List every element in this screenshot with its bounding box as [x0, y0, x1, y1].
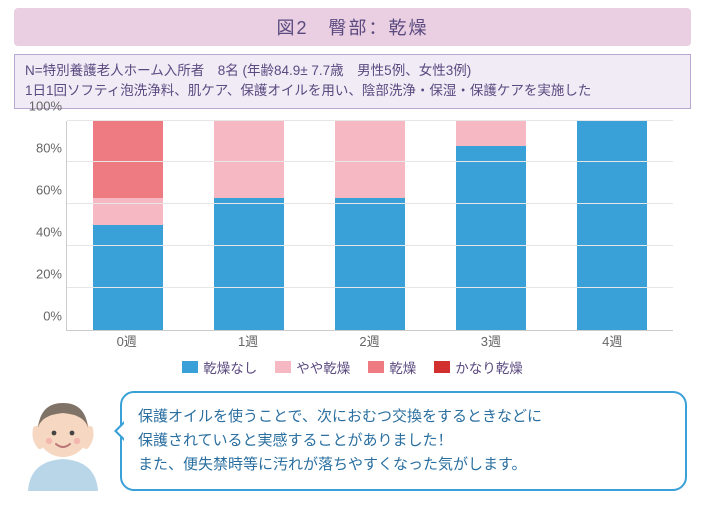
- y-tick-label: 0%: [43, 308, 62, 323]
- legend-item: やや乾燥: [275, 357, 350, 377]
- bar-segment: [577, 121, 647, 330]
- x-tick-label: 1週: [213, 331, 283, 351]
- x-axis: 0週 1週 2週 3週 4週: [66, 331, 673, 351]
- legend-label: 乾燥なし: [203, 357, 257, 377]
- y-axis: 0%20%40%60%80%100%: [18, 121, 62, 331]
- comment-line: また、便失禁時等に汚れが落ちやすくなった気がします。: [138, 453, 669, 477]
- grid-line: [67, 203, 673, 204]
- legend-swatch: [434, 361, 450, 373]
- bar-column: [335, 121, 405, 330]
- grid-line: [67, 245, 673, 246]
- comment-line: 保護されていると実感することがありました！: [138, 429, 669, 453]
- description-line: N=特別養護老人ホーム入所者 8名 (年齢84.9± 7.7歳 男性5例、女性3…: [25, 61, 680, 81]
- grid-line: [67, 120, 673, 121]
- bars-container: [67, 121, 673, 330]
- person-avatar-icon: [18, 391, 108, 491]
- legend-label: かなり乾燥: [455, 357, 523, 377]
- legend-swatch: [368, 361, 384, 373]
- description-box: N=特別養護老人ホーム入所者 8名 (年齢84.9± 7.7歳 男性5例、女性3…: [14, 54, 691, 109]
- legend-item: 乾燥なし: [182, 357, 257, 377]
- legend-label: 乾燥: [389, 357, 416, 377]
- bar-segment: [335, 121, 405, 198]
- bar-segment: [93, 121, 163, 198]
- y-tick-label: 100%: [29, 98, 62, 113]
- bar-segment: [335, 198, 405, 330]
- legend-item: かなり乾燥: [434, 357, 523, 377]
- x-tick-label: 0週: [92, 331, 162, 351]
- comment-section: 保護オイルを使うことで、次におむつ交換をするときなどに 保護されていると実感する…: [14, 391, 691, 491]
- legend-label: やや乾燥: [296, 357, 350, 377]
- y-tick-label: 20%: [36, 266, 62, 281]
- legend-swatch: [275, 361, 291, 373]
- y-tick-label: 40%: [36, 224, 62, 239]
- speech-bubble: 保護オイルを使うことで、次におむつ交換をするときなどに 保護されていると実感する…: [120, 391, 687, 491]
- legend: 乾燥なし やや乾燥 乾燥 かなり乾燥: [14, 357, 691, 377]
- grid-line: [67, 161, 673, 162]
- comment-line: 保護オイルを使うことで、次におむつ交換をするときなどに: [138, 405, 669, 429]
- x-tick-label: 2週: [334, 331, 404, 351]
- legend-item: 乾燥: [368, 357, 416, 377]
- bar-column: [214, 121, 284, 330]
- x-tick-label: 4週: [577, 331, 647, 351]
- bar-column: [456, 121, 526, 330]
- bar-segment: [456, 146, 526, 330]
- bar-column: [577, 121, 647, 330]
- plot-area: [66, 121, 673, 331]
- bar-segment: [456, 121, 526, 146]
- legend-swatch: [182, 361, 198, 373]
- grid-line: [67, 287, 673, 288]
- description-line: 1日1回ソフティ泡洗浄料、肌ケア、保護オイルを用い、陰部洗浄・保湿・保護ケアを実…: [25, 81, 680, 101]
- bar-segment: [214, 198, 284, 330]
- bar-segment: [93, 225, 163, 330]
- bar-segment: [214, 121, 284, 198]
- bar-segment: [93, 198, 163, 225]
- bar-column: [93, 121, 163, 330]
- figure-title: 図2 臀部：乾燥: [14, 8, 691, 46]
- stacked-bar-chart: 0%20%40%60%80%100% 0週1週2週3週4週: [66, 121, 673, 351]
- y-tick-label: 80%: [36, 140, 62, 155]
- x-tick-label: 3週: [456, 331, 526, 351]
- y-tick-label: 60%: [36, 182, 62, 197]
